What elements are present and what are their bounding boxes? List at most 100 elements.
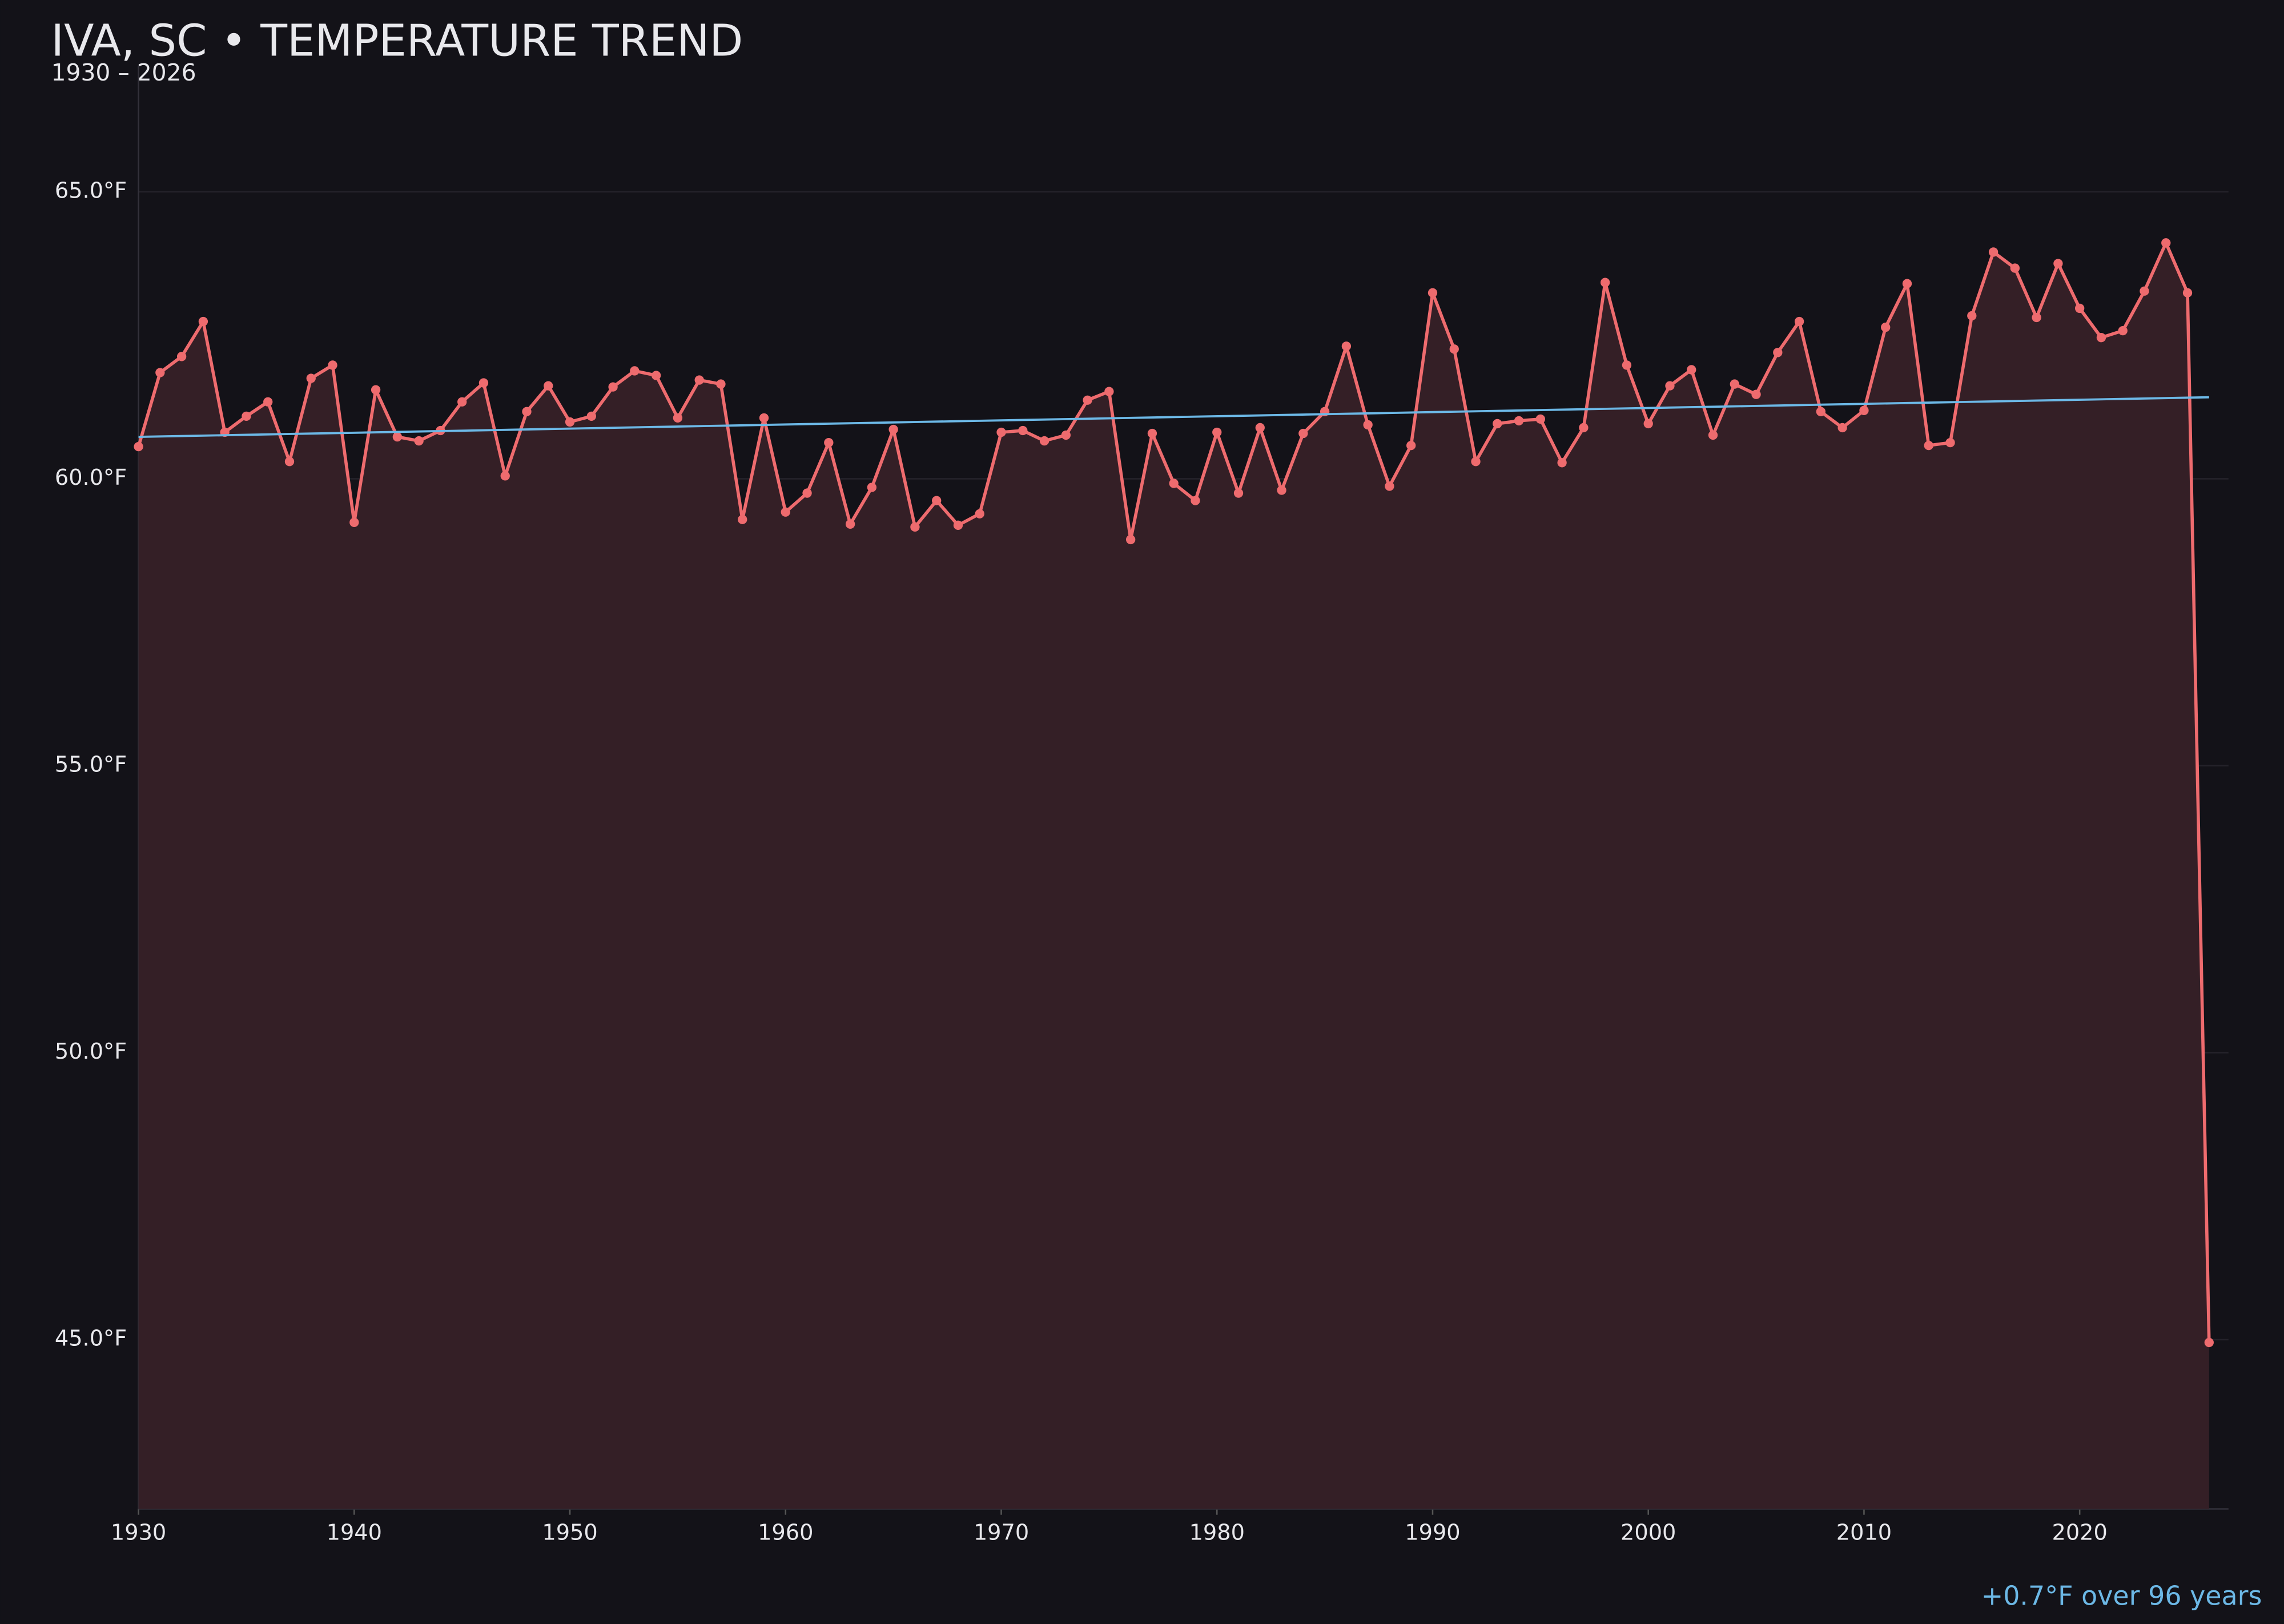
x-tick-label: 1960 bbox=[758, 1520, 813, 1545]
data-point bbox=[414, 436, 424, 446]
data-point bbox=[953, 520, 963, 530]
data-point bbox=[1147, 428, 1157, 439]
data-point bbox=[176, 352, 187, 361]
trend-annotation: +0.7°F over 96 years bbox=[1981, 1581, 2262, 1611]
data-point bbox=[759, 413, 769, 423]
data-point bbox=[2010, 263, 2020, 273]
data-point bbox=[544, 381, 553, 391]
data-point bbox=[1837, 423, 1847, 433]
x-tick-label: 1980 bbox=[1189, 1520, 1245, 1545]
data-point bbox=[565, 417, 575, 427]
data-point bbox=[1233, 488, 1244, 498]
data-point bbox=[651, 371, 661, 380]
data-point bbox=[2118, 325, 2128, 336]
data-point bbox=[975, 509, 984, 518]
data-point bbox=[2140, 286, 2149, 296]
data-point bbox=[716, 379, 726, 389]
data-point bbox=[867, 483, 877, 492]
data-point bbox=[2075, 303, 2085, 313]
data-point bbox=[1449, 344, 1459, 354]
area-fill bbox=[138, 243, 2209, 1509]
x-tick-label: 1940 bbox=[327, 1520, 382, 1545]
data-point bbox=[1665, 381, 1675, 391]
data-point bbox=[371, 385, 381, 395]
data-point bbox=[2096, 333, 2106, 343]
data-point bbox=[1708, 430, 1718, 440]
data-point bbox=[457, 397, 467, 407]
data-point bbox=[155, 368, 165, 377]
data-point bbox=[134, 441, 143, 452]
data-point bbox=[910, 522, 920, 532]
data-point bbox=[1816, 407, 1826, 416]
data-point bbox=[1061, 430, 1071, 440]
data-point bbox=[1018, 425, 1028, 436]
data-point bbox=[1557, 458, 1567, 468]
data-point bbox=[1406, 440, 1416, 451]
data-point bbox=[1643, 419, 1653, 429]
data-point bbox=[392, 432, 403, 442]
data-point bbox=[1687, 365, 1696, 375]
data-point bbox=[1794, 316, 1804, 327]
data-point bbox=[1730, 379, 1739, 389]
x-tick-label: 2010 bbox=[1836, 1520, 1892, 1545]
data-point bbox=[1255, 423, 1265, 433]
data-point bbox=[1341, 341, 1352, 351]
y-tick-label: 50.0°F bbox=[55, 1039, 127, 1064]
data-point bbox=[2053, 259, 2063, 268]
data-point bbox=[1298, 428, 1308, 439]
data-point bbox=[1083, 395, 1092, 405]
data-point bbox=[586, 411, 596, 421]
data-point bbox=[824, 437, 834, 448]
data-point bbox=[1881, 322, 1891, 332]
data-point bbox=[478, 378, 489, 388]
data-point bbox=[781, 507, 790, 517]
data-point bbox=[1924, 440, 1933, 451]
data-point bbox=[1902, 279, 1912, 288]
data-point bbox=[608, 382, 618, 392]
chart-title: IVA, SC • TEMPERATURE TREND bbox=[51, 16, 743, 67]
x-tick-label: 2020 bbox=[2052, 1520, 2107, 1545]
data-point bbox=[522, 407, 532, 416]
x-tick-label: 1970 bbox=[974, 1520, 1029, 1545]
data-point bbox=[1514, 416, 1524, 426]
data-point bbox=[1039, 436, 1049, 446]
y-tick-label: 55.0°F bbox=[55, 751, 127, 777]
x-tick-label: 1950 bbox=[542, 1520, 597, 1545]
data-point bbox=[2161, 238, 2171, 248]
y-tick-label: 65.0°F bbox=[55, 178, 127, 203]
data-point bbox=[263, 397, 273, 407]
data-point bbox=[349, 517, 359, 527]
data-point bbox=[1385, 481, 1394, 491]
trend-line bbox=[138, 396, 2209, 438]
data-point bbox=[888, 424, 898, 435]
x-tick-label: 2000 bbox=[1620, 1520, 1676, 1545]
data-point bbox=[1622, 360, 1632, 370]
y-tick-label: 45.0°F bbox=[55, 1326, 127, 1352]
y-tick-label: 60.0°F bbox=[55, 465, 127, 491]
data-point bbox=[738, 514, 747, 524]
data-point bbox=[845, 519, 855, 529]
data-point bbox=[2032, 312, 2041, 323]
data-point bbox=[932, 496, 942, 505]
data-point bbox=[1751, 389, 1761, 399]
data-point bbox=[2182, 288, 2193, 298]
data-point bbox=[1535, 414, 1546, 424]
data-point bbox=[2204, 1337, 2214, 1348]
data-point bbox=[1600, 278, 1610, 287]
data-point bbox=[284, 457, 295, 467]
data-point bbox=[306, 373, 316, 383]
data-point bbox=[1579, 423, 1589, 433]
data-point bbox=[1191, 496, 1200, 505]
x-tick-label: 1990 bbox=[1405, 1520, 1460, 1545]
data-point bbox=[802, 488, 812, 498]
data-point bbox=[328, 360, 337, 370]
data-point bbox=[1967, 311, 1977, 321]
data-point bbox=[1471, 457, 1481, 467]
x-tick-label: 1930 bbox=[111, 1520, 166, 1545]
data-point bbox=[1493, 419, 1502, 429]
data-point bbox=[1945, 437, 1955, 448]
data-point bbox=[1169, 479, 1179, 488]
data-point bbox=[996, 427, 1006, 437]
data-point bbox=[673, 413, 683, 423]
